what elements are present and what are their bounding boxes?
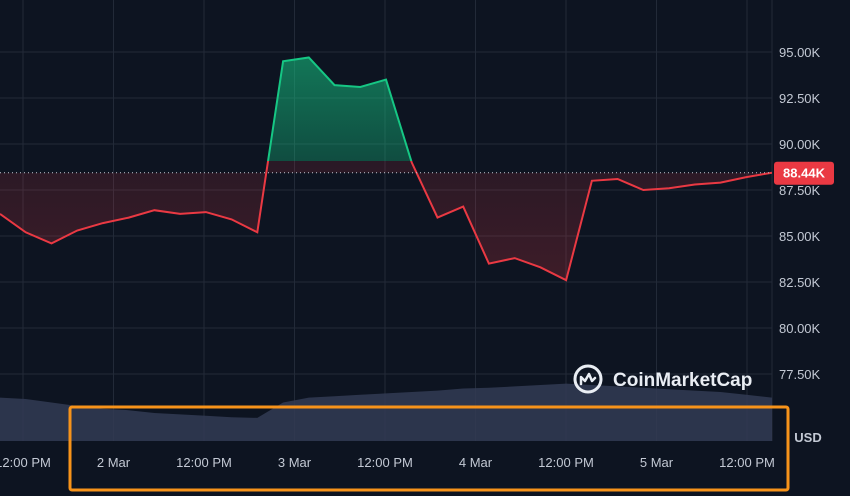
x-tick-label: 2 Mar <box>97 455 131 470</box>
currency-unit-label: USD <box>794 430 821 445</box>
y-tick-label: 80.00K <box>779 321 821 336</box>
y-tick-label: 77.50K <box>779 367 821 382</box>
x-tick-label: 4 Mar <box>459 455 493 470</box>
y-axis-ticks: 77.50K 80.00K 82.50K 85.00K 87.50K 90.00K 92.5… <box>779 45 821 382</box>
x-tick-label: 12:00 PM <box>719 455 775 470</box>
x-tick-label: 12:00 PM <box>176 455 232 470</box>
y-tick-label: 92.50K <box>779 91 821 106</box>
coinmarketcap-logo-icon <box>573 364 603 394</box>
volume-area <box>0 383 772 441</box>
area-below-baseline <box>0 161 772 281</box>
x-axis-ticks: 12:00 PM 2 Mar 12:00 PM 3 Mar 12:00 PM 4 Mar 1… <box>0 455 775 470</box>
highlight-box <box>68 405 790 492</box>
price-line-up <box>267 56 413 161</box>
y-tick-label: 85.00K <box>779 229 821 244</box>
last-price-label: 88.44K <box>783 166 826 181</box>
y-tick-label: 95.00K <box>779 45 821 60</box>
y-tick-label: 90.00K <box>779 137 821 152</box>
volume-bars <box>0 383 772 441</box>
price-line <box>0 56 772 282</box>
brand-watermark: CoinMarketCap <box>573 364 752 394</box>
x-tick-label: 5 Mar <box>640 455 674 470</box>
brand-name: CoinMarketCap <box>613 370 752 391</box>
x-tick-label: 12:00 PM <box>0 455 51 470</box>
x-tick-label: 12:00 PM <box>538 455 594 470</box>
y-tick-label: 82.50K <box>779 275 821 290</box>
last-price-badge-bg <box>774 161 834 185</box>
x-tick-label: 12:00 PM <box>357 455 413 470</box>
y-tick-label: 87.50K <box>779 183 821 198</box>
last-price-badge: 88.44K <box>774 161 834 185</box>
x-tick-label: 3 Mar <box>278 455 312 470</box>
price-line-down <box>0 161 772 282</box>
